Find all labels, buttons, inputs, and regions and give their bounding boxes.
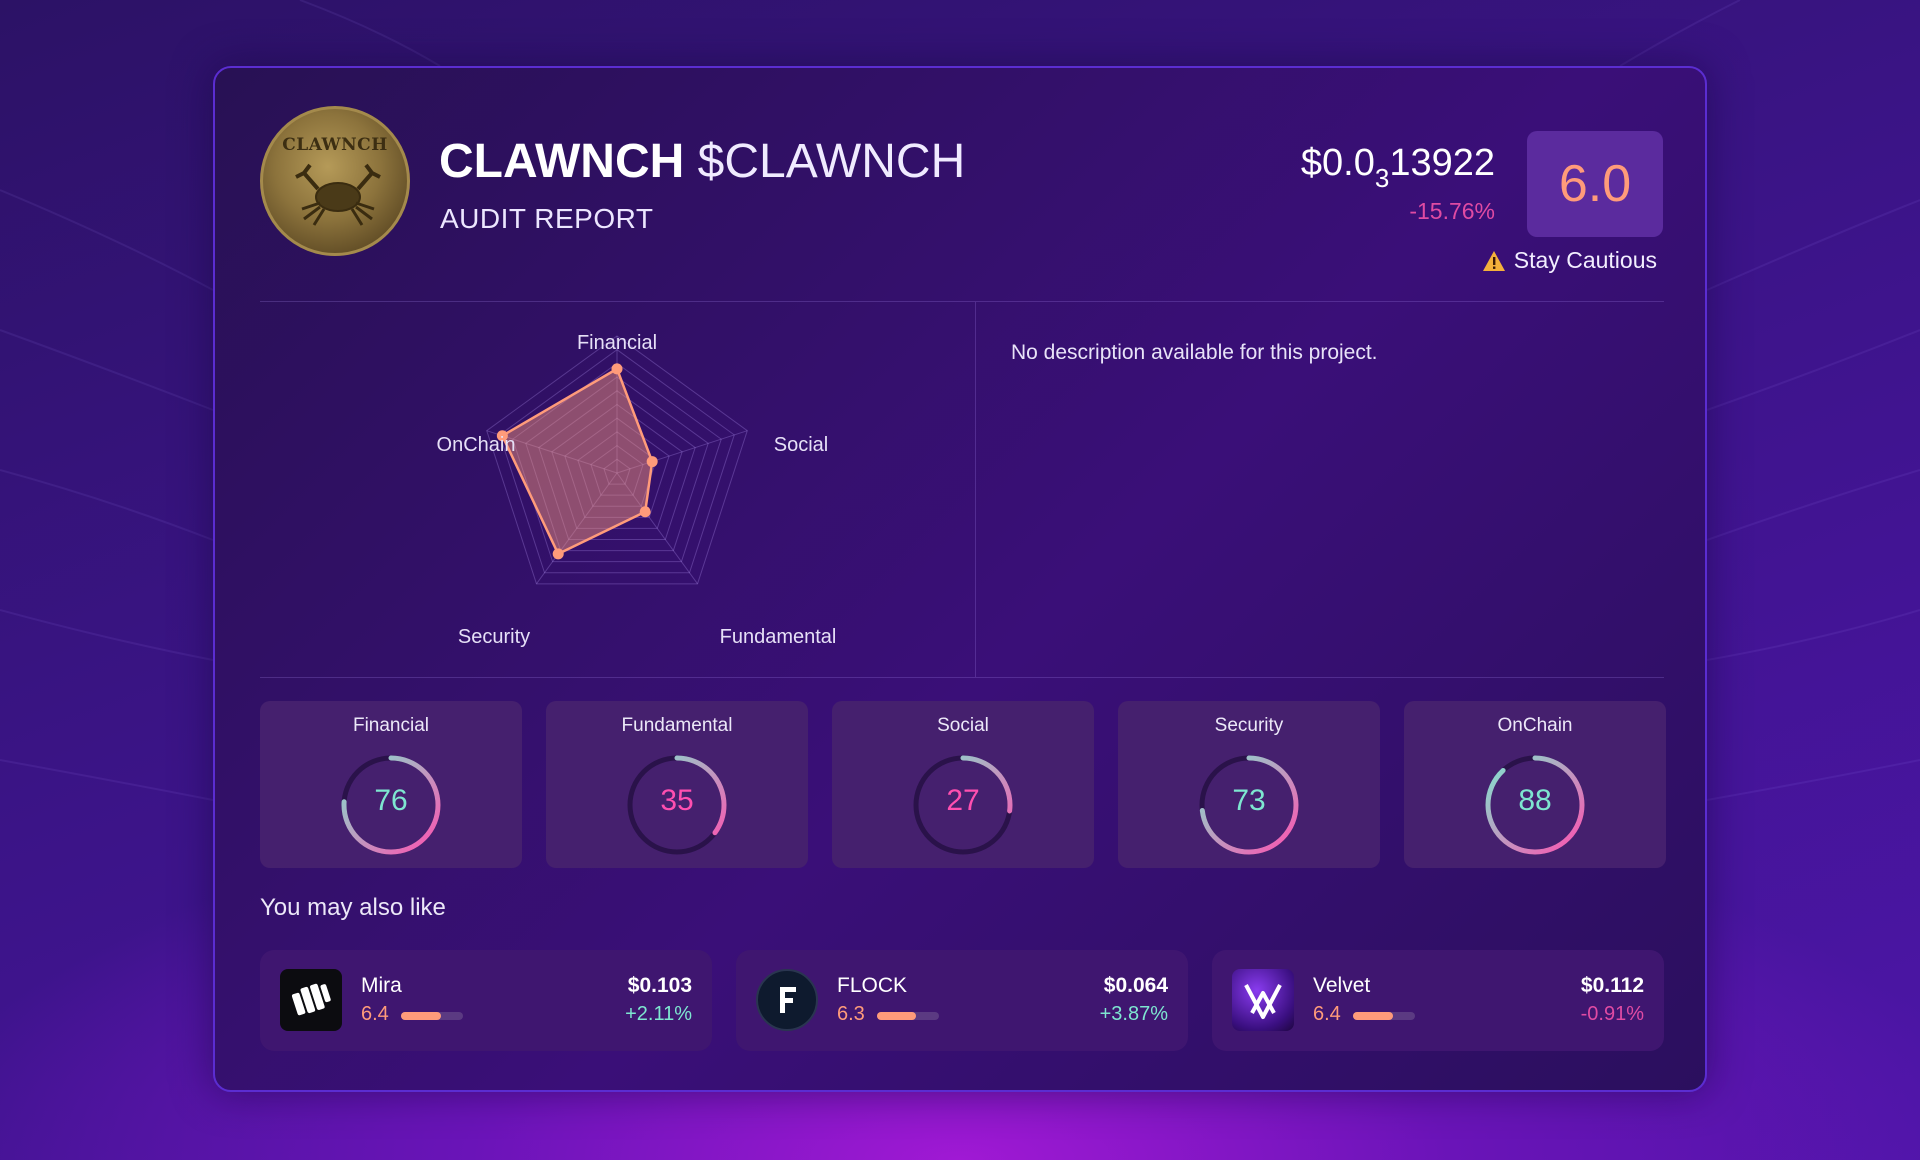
divider-bottom — [260, 677, 1664, 678]
score-ring-progress — [913, 755, 1013, 855]
radar-grid-spoke — [616, 430, 748, 474]
metric-label: Social — [937, 715, 989, 736]
rec-score: 6.4 — [361, 1003, 389, 1025]
recommendation-card-velvet[interactable]: Velvet 6.4 $0.112 -0.91% — [1212, 950, 1664, 1051]
project-name: CLAWNCH — [439, 135, 685, 188]
metric-label: Financial — [352, 715, 430, 736]
rec-price: $0.103 — [627, 974, 692, 997]
radar-grid-spoke — [616, 472, 698, 585]
radar-point-financial — [611, 363, 623, 375]
rec-score-bar — [401, 1012, 463, 1020]
flock-logo-icon — [756, 969, 818, 1031]
radar-label-social: Social — [774, 434, 828, 456]
radar-label-fundamental: Fundamental — [720, 626, 837, 648]
radar-grid-ring — [499, 349, 735, 574]
rec-change: -0.91% — [1580, 1003, 1644, 1025]
metric-card-fundamental: Fundamental 35 — [546, 701, 808, 868]
radar-grid — [486, 335, 748, 585]
logo-lettering: CLAWNCH — [282, 135, 388, 155]
radar-point-fundamental — [639, 506, 651, 518]
rec-score-bar-fill — [1353, 1012, 1393, 1020]
score-ring — [341, 755, 441, 855]
verdict-label: Stay Cautious — [1482, 247, 1657, 274]
price-change: -15.76% — [1409, 198, 1495, 224]
radar-grid-ring — [486, 335, 748, 585]
radar-grid-ring — [525, 376, 709, 552]
score-ring — [1485, 755, 1585, 855]
metric-card-security: Security 73 — [1118, 701, 1380, 868]
project-description: No description available for this projec… — [1011, 341, 1378, 364]
metric-card-social: Social 27 — [832, 701, 1094, 868]
rec-change: +3.87% — [1099, 1003, 1168, 1025]
rec-score-bar-fill — [401, 1012, 441, 1020]
project-ticker: $CLAWNCH — [697, 135, 966, 188]
radar-point-social — [646, 456, 658, 468]
radar-grid-ring — [538, 390, 696, 541]
radar-point-security — [552, 548, 564, 560]
rec-score: 6.4 — [1313, 1003, 1341, 1025]
score-ring — [627, 755, 727, 855]
warning-icon — [1482, 250, 1505, 271]
score-ring-progress — [1199, 755, 1299, 855]
velvet-logo-icon — [1232, 969, 1294, 1031]
radar-grid-ring — [551, 403, 683, 529]
score-ring-progress — [341, 755, 441, 855]
metric-value: 76 — [374, 784, 408, 817]
clawnch-coin-logo: CLAWNCH — [260, 106, 410, 256]
metric-label: Fundamental — [621, 715, 733, 736]
recommendation-card-mira[interactable]: Mira 6.4 $0.103 +2.11% — [260, 950, 712, 1051]
score-ring-progress — [1485, 755, 1585, 855]
score-ring — [913, 755, 1013, 855]
metric-value: 88 — [1518, 784, 1552, 817]
score-ring-progress — [627, 755, 727, 855]
rec-score: 6.3 — [837, 1003, 865, 1025]
project-title: CLAWNCH $CLAWNCH — [439, 134, 965, 189]
mira-logo-icon — [280, 969, 342, 1031]
metric-label: OnChain — [1497, 715, 1573, 736]
rec-score-bar — [877, 1012, 939, 1020]
metric-label: Security — [1214, 715, 1284, 736]
recommendations-heading: You may also like — [260, 894, 446, 921]
divider-top — [260, 301, 1664, 302]
metric-value: 73 — [1232, 784, 1266, 817]
audit-report-card: CLAWNCH CLAWNCH $CLAWNCH AUDIT REPORT $0… — [213, 66, 1707, 1092]
rec-score-bar — [1353, 1012, 1415, 1020]
radar-point-onchain — [496, 430, 508, 442]
rec-score-bar-fill — [877, 1012, 917, 1020]
radar-grid-ring — [603, 458, 631, 485]
price-prefix: $0.0 — [1300, 142, 1375, 184]
recommendation-card-flock[interactable]: FLOCK 6.3 $0.064 +3.87% — [736, 950, 1188, 1051]
radar-label-security: Security — [458, 626, 530, 648]
overall-score-badge: 6.0 — [1527, 131, 1663, 237]
radar-grid-ring — [512, 362, 722, 563]
metric-card-onchain: OnChain 88 — [1404, 701, 1666, 868]
rec-name: Velvet — [1313, 974, 1371, 997]
rec-price: $0.112 — [1580, 974, 1644, 997]
rec-change: +2.11% — [625, 1003, 692, 1025]
radar-label-financial: Financial — [577, 332, 657, 354]
price-zero-count: 3 — [1374, 163, 1390, 193]
radar-area — [501, 367, 654, 556]
token-price: $0.0313922 — [1301, 142, 1495, 194]
divider-vertical — [975, 302, 976, 677]
rec-name: FLOCK — [837, 974, 908, 997]
radar-grid-spoke — [486, 430, 618, 474]
radar-grid-ring — [564, 417, 670, 518]
crab-icon — [295, 163, 381, 226]
metric-card-financial: Financial 76 — [260, 701, 522, 868]
rec-name: Mira — [361, 974, 402, 997]
radar-grid-spoke — [536, 472, 618, 585]
score-radar-chart: Financial Social Fundamental Security On… — [437, 332, 837, 648]
radar-grid-ring — [590, 444, 644, 496]
metric-value: 35 — [660, 784, 694, 817]
radar-label-onchain: OnChain — [437, 434, 516, 456]
score-ring — [1199, 755, 1299, 855]
rec-price: $0.064 — [1103, 974, 1168, 997]
price-digits: 13922 — [1389, 142, 1495, 184]
report-subtitle: AUDIT REPORT — [440, 203, 654, 234]
metric-value: 27 — [946, 784, 980, 817]
verdict-text: Stay Cautious — [1513, 247, 1657, 273]
